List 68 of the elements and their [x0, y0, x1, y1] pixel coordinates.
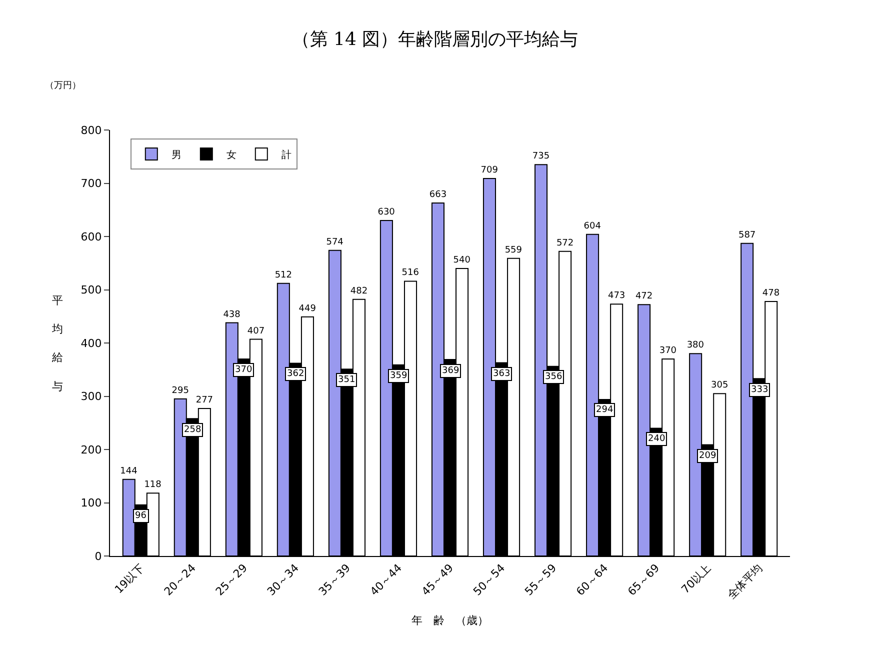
data-label: 240 [648, 434, 666, 444]
data-label: 630 [378, 208, 396, 218]
data-label: 359 [390, 371, 408, 381]
data-label: 363 [493, 369, 510, 379]
x-tick-label: 25～29 [213, 562, 250, 598]
data-label: 380 [686, 340, 704, 351]
data-label: 709 [480, 165, 498, 176]
data-label: 587 [738, 230, 756, 240]
y-tick-label: 600 [80, 230, 102, 244]
data-label: 449 [298, 304, 316, 314]
y-tick-label: 400 [80, 336, 102, 350]
data-label: 118 [144, 480, 162, 490]
legend-label: 男 [171, 150, 182, 161]
data-label: 572 [556, 238, 574, 248]
data-label: 362 [287, 369, 304, 379]
x-axis-title: 年 齢 （歳） [412, 614, 488, 628]
x-tick-label: 55～59 [522, 562, 560, 598]
chart-title: （第 14 図）年齢階層別の平均給与 [292, 28, 578, 50]
x-tick-label: 30～34 [264, 562, 302, 598]
y-tick-label: 300 [80, 390, 102, 404]
data-label: 351 [338, 375, 356, 385]
x-tick-label: 45～49 [419, 562, 456, 598]
data-label: 370 [659, 346, 677, 356]
y-tick-label: 700 [80, 177, 102, 190]
text: （万円） [45, 81, 81, 91]
legend-label: 女 [226, 148, 236, 161]
data-label: 305 [711, 380, 728, 391]
legend-label: 計 [281, 148, 292, 161]
data-label: 277 [196, 396, 214, 406]
data-label: 438 [223, 310, 241, 320]
data-label: 574 [326, 237, 344, 248]
data-label: 369 [442, 366, 460, 376]
data-label: 482 [350, 286, 368, 296]
data-label: 512 [274, 270, 292, 280]
x-tick-label: 65～69 [625, 562, 662, 598]
data-label: 559 [504, 245, 522, 256]
x-tick-label: 70以上 [678, 562, 714, 596]
x-tick-label: 19以下 [112, 562, 147, 596]
data-label: 478 [762, 288, 780, 298]
data-label: 540 [453, 255, 471, 266]
y-tick-label: 0 [94, 550, 102, 563]
data-label: 407 [247, 326, 265, 336]
data-label: 333 [751, 385, 768, 395]
text: 平均給与 [52, 294, 63, 393]
data-label: 258 [184, 425, 202, 435]
data-label: 473 [608, 291, 626, 302]
x-tick-label: 全体平均 [724, 562, 766, 602]
x-tick-label: 20～24 [162, 562, 198, 598]
data-label: 663 [429, 190, 447, 200]
data-label: 295 [172, 386, 189, 396]
data-label: 472 [635, 292, 653, 302]
data-label: 294 [596, 405, 614, 415]
data-label: 604 [584, 221, 602, 232]
data-label: 516 [402, 268, 420, 278]
data-label: 96 [135, 511, 147, 521]
y-tick-label: 500 [80, 284, 102, 297]
x-tick-label: 35～39 [316, 562, 353, 598]
data-label: 209 [699, 451, 716, 461]
y-tick-label: 200 [80, 443, 102, 456]
y-tick-label: 100 [80, 496, 102, 510]
data-label: 356 [545, 372, 562, 382]
x-tick-label: 50～54 [470, 562, 508, 598]
data-label: 370 [235, 365, 252, 375]
data-label: 144 [120, 466, 138, 476]
x-tick-label: 60～64 [574, 562, 611, 598]
y-tick-label: 800 [80, 124, 102, 137]
data-label: 735 [532, 152, 550, 162]
x-tick-label: 40～44 [368, 562, 404, 598]
